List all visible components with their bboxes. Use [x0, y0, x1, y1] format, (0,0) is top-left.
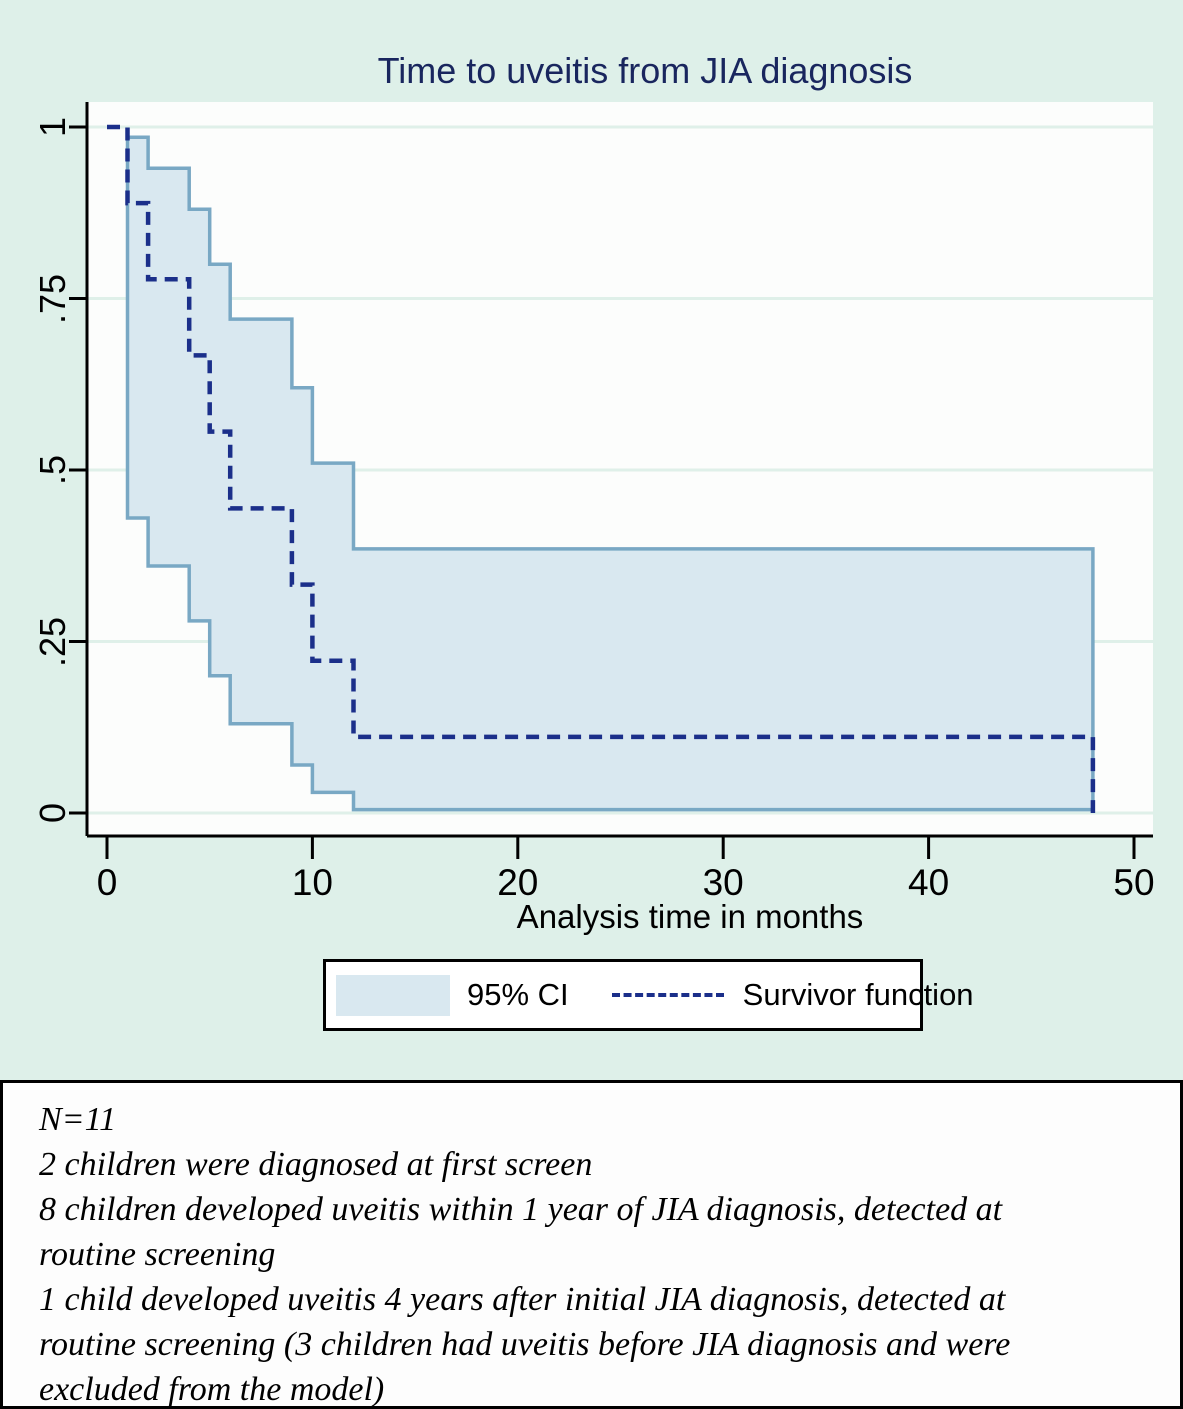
- y-tick-label: .25: [32, 616, 73, 667]
- note-line: 2 children were diagnosed at first scree…: [39, 1146, 593, 1183]
- legend-ci-label: 95% CI: [467, 977, 569, 1012]
- notes-panel: N=11 2 children were diagnosed at first s…: [0, 1080, 1183, 1409]
- note-line: 1 child developed uveitis 4 years after …: [39, 1281, 1006, 1318]
- survivor-line-swatch: [611, 993, 724, 997]
- survival-chart-panel: Time to uveitis from JIA diagnosis 0 .25.…: [0, 0, 1183, 1080]
- survivor-step-line: [107, 124, 1096, 813]
- y-tick-label: 0: [32, 802, 73, 824]
- chart-title: Time to uveitis from JIA diagnosis: [377, 50, 913, 91]
- x-tick-label: 20: [497, 862, 539, 903]
- note-line: N=11: [39, 1101, 117, 1138]
- x-tick-label: 0: [96, 862, 118, 903]
- legend-survivor-label: Survivor function: [742, 977, 974, 1012]
- y-tick-label: 1: [32, 116, 73, 138]
- km-plot-canvas: [69, 102, 1153, 859]
- note-line: 8 children developed uveitis within 1 ye…: [39, 1191, 1003, 1228]
- x-tick-label: 40: [908, 862, 950, 903]
- note-line: routine screening (3 children had uveiti…: [39, 1326, 1011, 1363]
- note-line: routine screening: [39, 1236, 276, 1273]
- ci-band-swatch: [336, 974, 450, 1016]
- x-axis-title: Analysis time in months: [516, 898, 864, 935]
- x-tick-label: 50: [1113, 862, 1155, 903]
- y-tick-label: .5: [32, 454, 73, 486]
- note-line: excluded from the model): [39, 1371, 385, 1408]
- y-tick-label: .75: [32, 273, 73, 324]
- x-tick-label: 30: [702, 862, 744, 903]
- x-tick-label: 10: [291, 862, 333, 903]
- legend-box: 95% CI Survivor function: [323, 959, 974, 1031]
